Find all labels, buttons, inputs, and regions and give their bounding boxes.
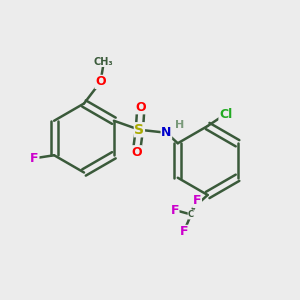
Text: O: O [136, 101, 146, 114]
Text: F: F [170, 203, 179, 217]
Text: CH₃: CH₃ [94, 56, 113, 67]
Text: F: F [193, 194, 201, 208]
Text: H: H [175, 120, 184, 130]
Text: F: F [30, 152, 39, 165]
Text: O: O [95, 75, 106, 88]
Text: S: S [134, 123, 144, 137]
Text: N: N [161, 126, 172, 139]
Text: F: F [179, 225, 188, 239]
Text: C: C [188, 210, 194, 219]
Text: O: O [131, 146, 142, 159]
Text: Cl: Cl [219, 107, 232, 121]
